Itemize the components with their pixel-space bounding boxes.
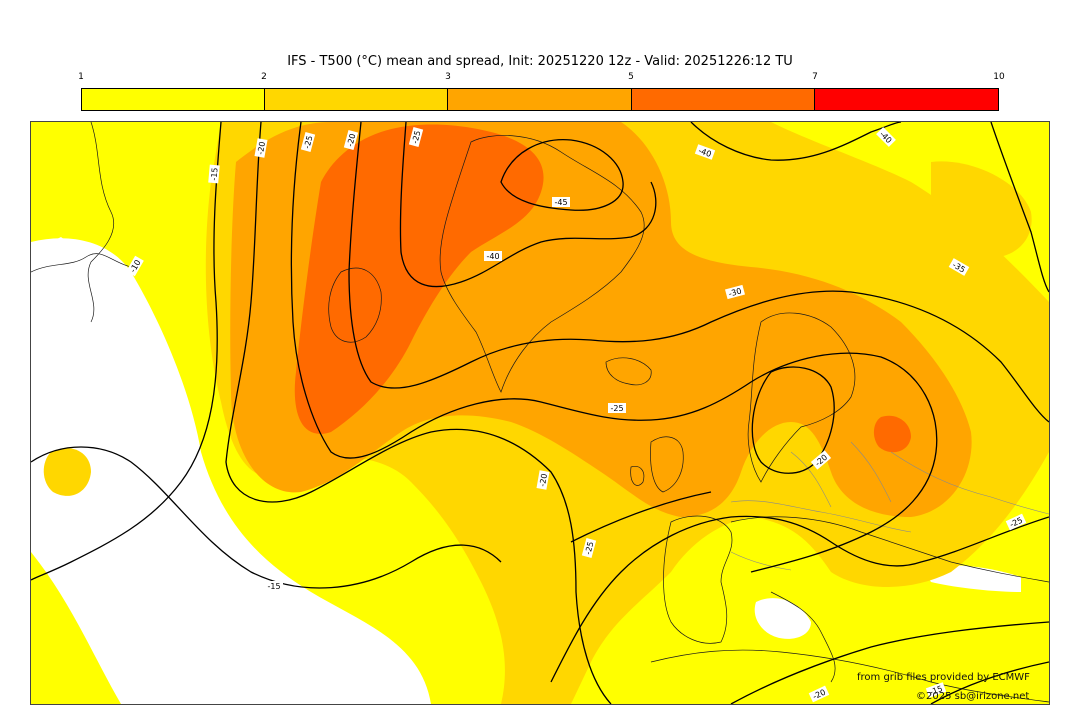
coastline-ireland <box>630 466 645 486</box>
coastline-greenland <box>439 135 645 393</box>
contour-label: -25 <box>408 127 424 147</box>
spread-below-1 <box>31 237 70 302</box>
contour-label: -25 <box>608 403 626 413</box>
coastline-iceland <box>605 357 652 386</box>
contour-label-text: -15 <box>928 684 943 697</box>
contour-label: -20 <box>343 130 359 150</box>
contour-line <box>570 491 712 543</box>
colorbar-segment <box>82 89 266 110</box>
coastline-labrador <box>31 253 132 273</box>
contour-label-text: -40 <box>486 252 499 261</box>
contour-label: -15 <box>925 682 947 698</box>
border-line <box>730 551 792 571</box>
colorbar <box>81 88 999 111</box>
coastline-canada <box>87 122 115 323</box>
contour-label-text: -40 <box>697 146 712 159</box>
contour-line <box>500 138 624 211</box>
contour-line <box>730 621 1049 704</box>
coastline-island <box>328 267 382 343</box>
contour-label: -15 <box>208 164 220 184</box>
border-line <box>850 441 892 503</box>
coastline-north-africa <box>650 649 1049 703</box>
contour-line <box>990 122 1049 293</box>
colorbar-tick: 3 <box>445 72 451 82</box>
temperature-contours <box>31 122 1049 704</box>
country-borders <box>730 441 1049 571</box>
data-source-credit: from grib files provided by ECMWF <box>857 672 1030 683</box>
contour-line <box>290 122 938 573</box>
colorbar-segment <box>265 89 449 110</box>
contour-label: -30 <box>725 284 745 300</box>
contour-label-text: -15 <box>209 167 219 181</box>
border-line <box>890 451 1049 515</box>
contour-label-text: -20 <box>345 133 357 148</box>
colorbar-segment <box>814 89 998 110</box>
border-line <box>730 500 912 533</box>
spread-level-4 <box>294 124 544 434</box>
coastline-scandinavia <box>747 312 856 483</box>
colorbar-tick: 7 <box>812 72 818 82</box>
contour-line <box>550 515 1049 683</box>
contour-line <box>399 122 657 288</box>
coastlines <box>31 122 1049 703</box>
contour-label-text: -45 <box>554 198 567 207</box>
spread-below-1 <box>31 238 431 704</box>
coastline-iberia <box>663 515 733 644</box>
contour-label-text: -20 <box>256 141 267 155</box>
contour-line <box>31 446 502 589</box>
contour-label: -25 <box>300 132 316 152</box>
coastline-great-britain <box>650 436 684 493</box>
contour-label-text: -25 <box>583 541 595 556</box>
colorbar-tick: 2 <box>261 72 267 82</box>
spread-level-4 <box>873 415 911 453</box>
spread-level-2 <box>931 161 1032 258</box>
map-svg: -20 -15 -25 -20 -25 -40 -40 -45 -40 -35 <box>31 122 1049 704</box>
contour-label: -25 <box>581 538 597 558</box>
contour-line <box>690 122 902 161</box>
contour-line <box>930 661 1049 704</box>
contour-label: -20 <box>536 470 550 490</box>
colorbar-tick: 5 <box>628 72 634 82</box>
colorbar-tick: 10 <box>993 72 1005 82</box>
contour-line <box>31 122 222 581</box>
colorbar-tick: 1 <box>78 72 84 82</box>
contour-label-text: -15 <box>267 582 280 591</box>
spread-below-1 <box>754 598 811 639</box>
contour-label: -15 <box>265 581 283 591</box>
contour-label: -45 <box>552 197 570 207</box>
contour-label-text: -25 <box>610 404 623 413</box>
border-line <box>790 451 832 508</box>
contour-label-text: -25 <box>302 135 314 150</box>
spread-level-2 <box>43 448 91 496</box>
chart-title: IFS - T500 (°C) mean and spread, Init: 2… <box>287 54 793 69</box>
contour-labels: -20 -15 -25 -20 -25 -40 -40 -45 -40 -35 <box>126 127 1027 703</box>
contour-label-text: -25 <box>410 130 422 145</box>
spread-shading <box>31 122 1049 704</box>
colorbar-segment <box>448 89 632 110</box>
coastline-mediterranean <box>730 516 1049 583</box>
contour-label-text: -20 <box>538 473 549 487</box>
contour-label-text: -30 <box>728 286 743 298</box>
contour-label: -20 <box>254 138 268 158</box>
contour-label: -40 <box>694 144 716 160</box>
map-panel: -20 -15 -25 -20 -25 -40 -40 -45 -40 -35 <box>30 121 1050 705</box>
colorbar-segment <box>631 89 815 110</box>
copyright-credit: ©2025 sb@irizone.net <box>916 691 1030 702</box>
contour-line <box>225 122 612 704</box>
coastline-italy <box>770 591 836 683</box>
contour-line <box>348 122 1049 423</box>
contour-label: -40 <box>484 251 502 261</box>
